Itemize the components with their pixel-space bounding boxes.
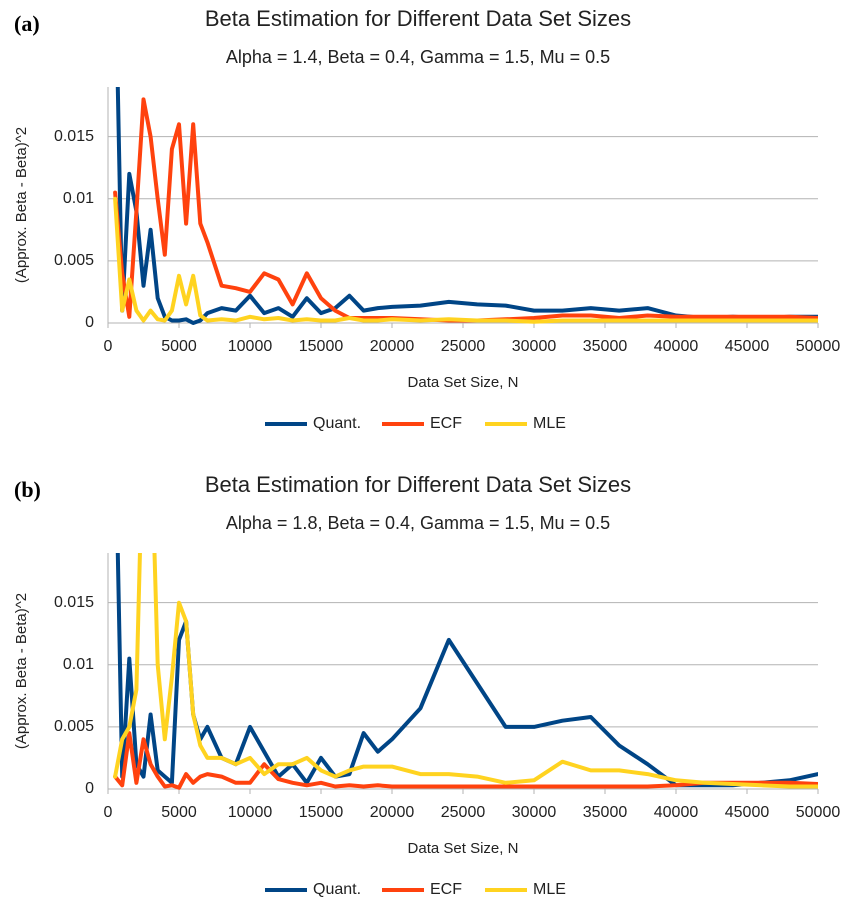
panel-label: (a) [14,11,40,36]
legend-label: ECF [430,415,462,432]
chart-subtitle: Alpha = 1.4, Beta = 0.4, Gamma = 1.5, Mu… [226,47,610,67]
y-tick-label: 0.005 [54,718,94,735]
x-tick-label: 25000 [441,804,486,821]
series-line [113,553,818,789]
series-line [113,97,818,323]
x-tick-label: 15000 [299,804,344,821]
x-axis-label: Data Set Size, N [408,374,519,391]
x-tick-label: 5000 [161,804,197,821]
x-tick-label: 40000 [654,338,699,355]
chart: (b) Beta Estimation for Different Data Se… [13,472,841,898]
chart-subtitle: Alpha = 1.8, Beta = 0.4, Gamma = 1.5, Mu… [226,513,610,533]
x-tick-label: 10000 [228,338,273,355]
x-tick-label: 40000 [654,804,699,821]
y-tick-label: 0.015 [54,128,94,145]
x-tick-label: 0 [104,338,113,355]
y-tick-label: 0.015 [54,594,94,611]
x-tick-label: 35000 [583,338,628,355]
series-line [113,731,818,790]
series-line [115,87,818,325]
x-tick-label: 0 [104,804,113,821]
legend-label: Quant. [313,415,361,432]
x-tick-label: 30000 [512,804,557,821]
y-tick-label: 0.005 [54,252,94,269]
series-line [115,553,818,788]
series-line [113,196,818,324]
legend-label: MLE [533,881,566,898]
plot [113,87,818,325]
x-tick-label: 25000 [441,338,486,355]
x-tick-label: 45000 [725,338,770,355]
legend-label: MLE [533,415,566,432]
x-tick-label: 30000 [512,338,557,355]
plot [113,553,818,790]
chart-title: Beta Estimation for Different Data Set S… [205,472,631,497]
y-tick-label: 0 [85,314,94,331]
x-tick-label: 45000 [725,804,770,821]
x-tick-label: 35000 [583,804,628,821]
x-tick-label: 10000 [228,804,273,821]
y-tick-label: 0 [85,780,94,797]
x-tick-label: 50000 [796,338,841,355]
legend-label: Quant. [313,881,361,898]
x-tick-label: 20000 [370,338,415,355]
panel-label: (b) [14,477,41,502]
legend-label: ECF [430,881,462,898]
x-tick-label: 5000 [161,338,197,355]
x-tick-label: 50000 [796,804,841,821]
x-axis-label: Data Set Size, N [408,840,519,857]
y-tick-label: 0.01 [63,190,94,207]
y-tick-label: 0.01 [63,656,94,673]
chart-title: Beta Estimation for Different Data Set S… [205,6,631,31]
y-axis-label: (Approx. Beta - Beta)^2 [13,127,30,283]
x-tick-label: 15000 [299,338,344,355]
chart: (a) Beta Estimation for Different Data Se… [13,6,841,432]
y-axis-label: (Approx. Beta - Beta)^2 [13,593,30,749]
x-tick-label: 20000 [370,804,415,821]
